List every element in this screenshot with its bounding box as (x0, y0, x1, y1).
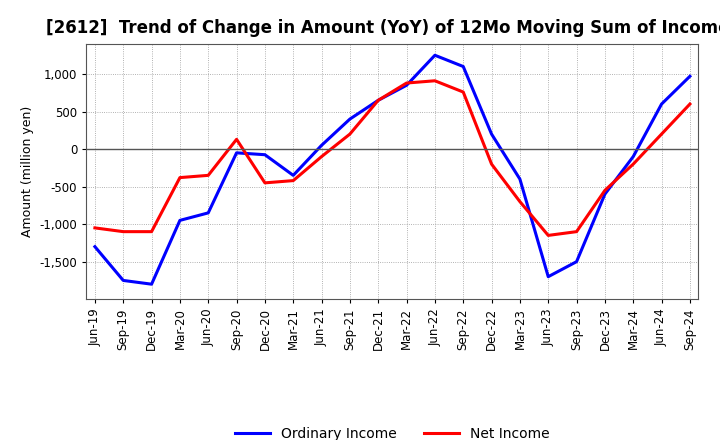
Ordinary Income (91, 244, 99, 249)
Y-axis label: Amount (million yen): Amount (million yen) (21, 106, 34, 237)
Net Income (148, 229, 156, 234)
Net Income (289, 178, 297, 183)
Net Income (431, 78, 439, 84)
Ordinary Income (374, 98, 382, 103)
Net Income (318, 154, 326, 159)
Ordinary Income (119, 278, 127, 283)
Net Income (487, 161, 496, 167)
Net Income (685, 101, 694, 106)
Ordinary Income (459, 64, 467, 69)
Net Income (119, 229, 127, 234)
Ordinary Income (289, 173, 297, 178)
Net Income (657, 132, 666, 137)
Net Income (572, 229, 581, 234)
Net Income (233, 137, 241, 142)
Ordinary Income (204, 210, 212, 216)
Net Income (346, 132, 354, 137)
Line: Ordinary Income: Ordinary Income (95, 55, 690, 284)
Net Income (176, 175, 184, 180)
Ordinary Income (148, 282, 156, 287)
Ordinary Income (544, 274, 552, 279)
Ordinary Income (233, 150, 241, 155)
Ordinary Income (431, 53, 439, 58)
Net Income (261, 180, 269, 186)
Net Income (91, 225, 99, 231)
Net Income (629, 161, 637, 167)
Net Income (459, 89, 467, 95)
Net Income (516, 199, 524, 204)
Ordinary Income (318, 143, 326, 148)
Title: [2612]  Trend of Change in Amount (YoY) of 12Mo Moving Sum of Incomes: [2612] Trend of Change in Amount (YoY) o… (45, 19, 720, 37)
Ordinary Income (516, 176, 524, 182)
Ordinary Income (487, 132, 496, 137)
Ordinary Income (346, 117, 354, 122)
Net Income (402, 81, 411, 86)
Legend: Ordinary Income, Net Income: Ordinary Income, Net Income (230, 421, 555, 440)
Ordinary Income (176, 218, 184, 223)
Ordinary Income (657, 101, 666, 106)
Net Income (544, 233, 552, 238)
Net Income (600, 188, 609, 193)
Net Income (204, 173, 212, 178)
Ordinary Income (685, 73, 694, 79)
Ordinary Income (629, 154, 637, 159)
Ordinary Income (402, 83, 411, 88)
Ordinary Income (572, 259, 581, 264)
Ordinary Income (261, 152, 269, 158)
Line: Net Income: Net Income (95, 81, 690, 235)
Net Income (374, 98, 382, 103)
Ordinary Income (600, 191, 609, 197)
